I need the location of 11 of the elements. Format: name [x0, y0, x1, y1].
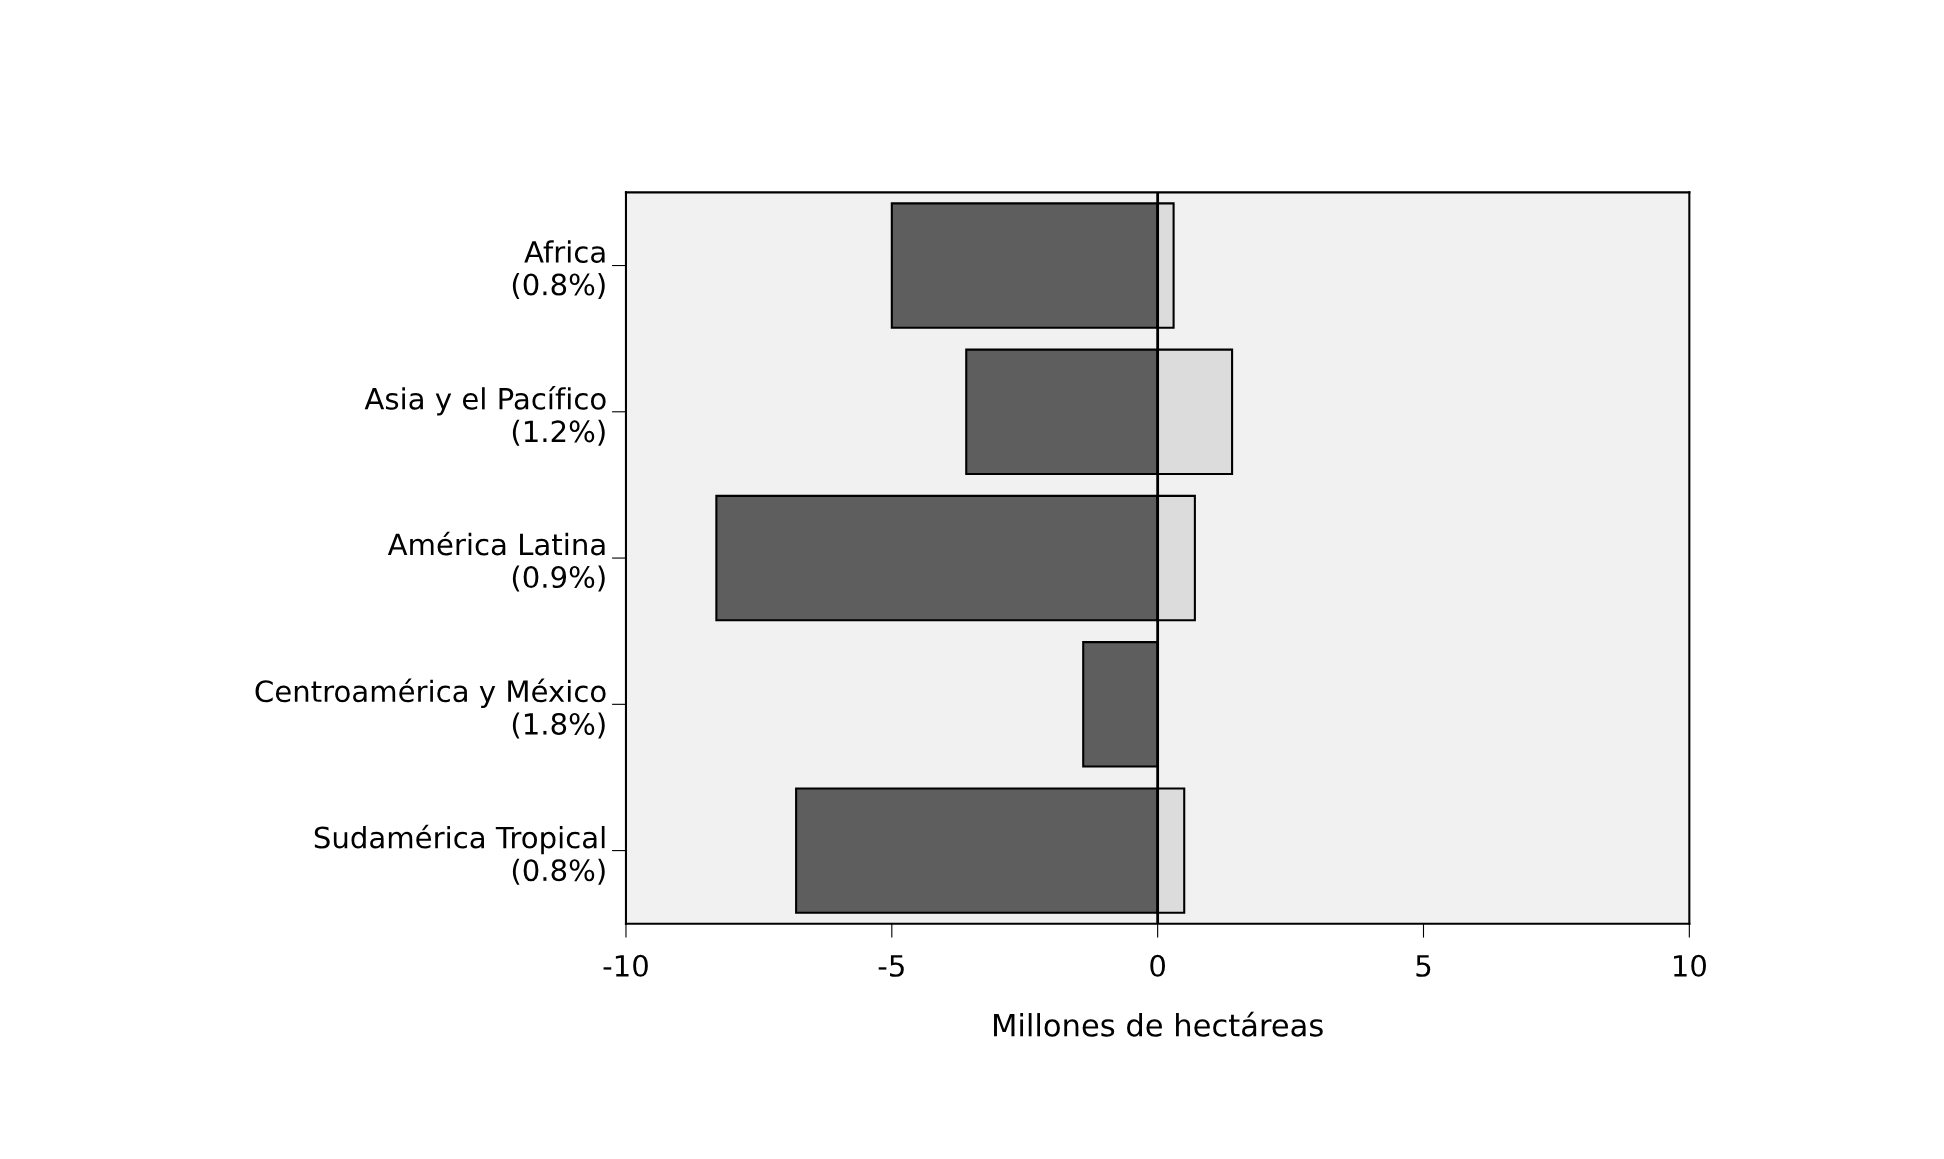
y-tick-label: Sudamérica Tropical (0.8%) — [314, 824, 605, 885]
x-tick-label: -5 — [878, 955, 904, 977]
y-tick-label: América Latina (0.9%) — [387, 531, 605, 592]
y-tick-label: Centroamérica y México (1.8%) — [255, 678, 606, 739]
x-tick-label: 0 — [1150, 954, 1165, 977]
y-tick-label: Asia y el Pacífico (1.2%) — [364, 386, 606, 446]
x-axis-title: Millones de hectáreas — [994, 1011, 1323, 1037]
x-tick-label: -10 — [603, 954, 648, 977]
x-tick-label: 10 — [1673, 954, 1706, 977]
x-tick-label: 5 — [1416, 955, 1431, 977]
y-tick-label: Africa (0.8%) — [512, 240, 605, 299]
